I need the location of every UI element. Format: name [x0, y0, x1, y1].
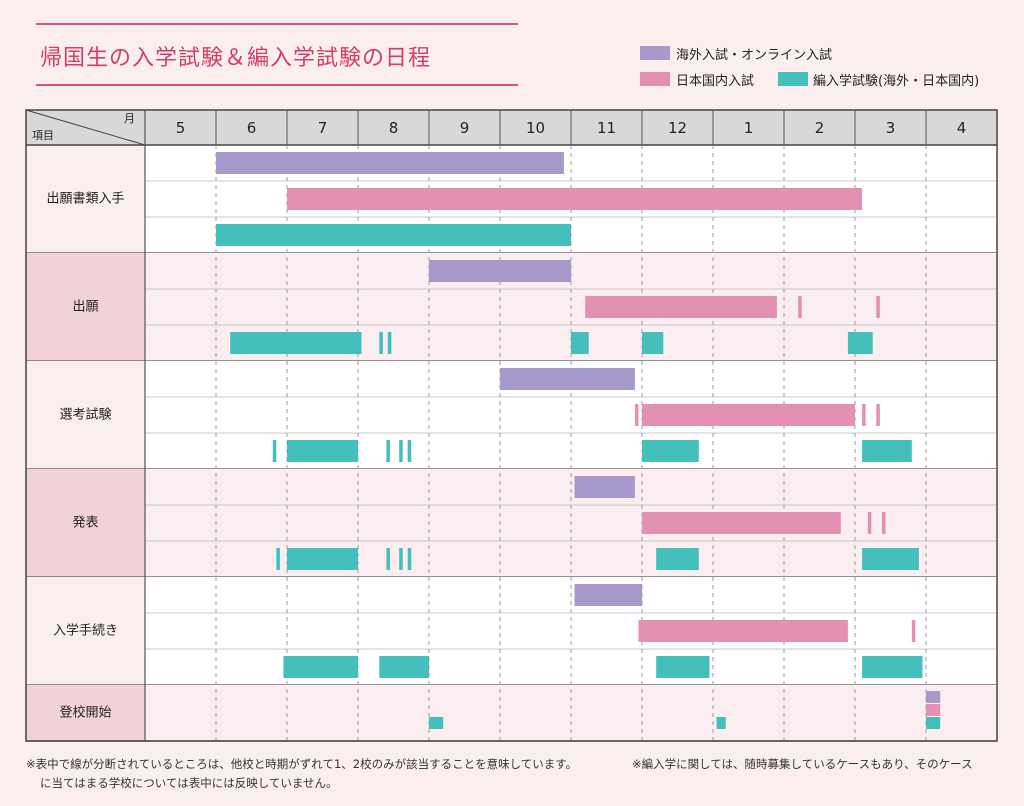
category-label: 出願書類入手: [46, 192, 124, 207]
schedule-bar: [230, 332, 362, 354]
legend-label-transfer: 編入学試験(海外・日本国内): [813, 74, 980, 89]
schedule-bar: [642, 404, 855, 426]
title-top-rule: [36, 23, 518, 25]
footnote-transfer-cont: に当てはまる学校については表中には反映していません。: [40, 776, 338, 790]
page-title: 帰国生の入学試験＆編入学試験の日程: [40, 46, 432, 71]
schedule-bar: [638, 620, 848, 642]
month-header-4: 4: [957, 119, 967, 137]
schedule-bar: [862, 440, 912, 462]
header-diagonal: [25, 109, 146, 146]
schedule-bar: [574, 476, 635, 498]
category-label-cell: [26, 361, 145, 469]
month-header-9: 9: [460, 119, 470, 137]
schedule-bar: [407, 440, 412, 462]
table-border: [25, 109, 998, 742]
footnote-transfer: ※編入学に関しては、随時募集しているケースもあり、そのケース: [632, 757, 973, 771]
schedule-bar: [862, 548, 919, 570]
month-header-2: 2: [815, 119, 825, 137]
schedule-bar: [862, 404, 866, 426]
legend-label-overseas: 海外入試・オンライン入試: [676, 48, 833, 63]
schedule-bar: [716, 717, 726, 729]
schedule-bar: [634, 404, 639, 426]
schedule-bar: [379, 656, 429, 678]
footnote-split-lines: ※表中で線が分断されているところは、他校と時期がずれて1、2校のみが該当すること…: [26, 757, 578, 771]
schedule-bar: [287, 440, 358, 462]
schedule-bar: [574, 584, 642, 606]
category-label: 発表: [72, 516, 98, 531]
category-label-cell: [26, 469, 145, 577]
schedule-bar: [216, 224, 571, 246]
schedule-bar: [798, 296, 802, 318]
schedule-bar: [399, 548, 403, 570]
legend-swatch-overseas: [640, 46, 670, 60]
category-label-cell: [26, 253, 145, 361]
schedule-bar: [276, 548, 280, 570]
month-header-12: 12: [668, 119, 687, 137]
category-label-cell: [26, 145, 145, 253]
schedule-bar: [500, 368, 635, 390]
schedule-bar: [656, 656, 710, 678]
category-label-cell: [26, 685, 145, 741]
category-label-cell: [26, 577, 145, 685]
category-label: 登校開始: [59, 705, 111, 721]
schedule-bar: [585, 296, 777, 318]
schedule-bar: [571, 332, 589, 354]
header-month-label: 月: [124, 112, 135, 125]
schedule-bar: [429, 717, 444, 729]
category-label: 選考試験: [59, 407, 111, 423]
month-header-7: 7: [318, 119, 328, 137]
schedule-bar: [862, 656, 923, 678]
month-header-10: 10: [526, 119, 545, 137]
header-row: [26, 110, 997, 145]
schedule-bar: [287, 188, 863, 210]
schedule-bar: [429, 260, 571, 282]
schedule-bar: [386, 548, 390, 570]
legend-swatch-domestic: [640, 72, 670, 86]
schedule-bar: [642, 440, 699, 462]
schedule-bar: [867, 512, 872, 534]
schedule-bar: [399, 440, 403, 462]
title-bottom-rule: [36, 84, 518, 86]
schedule-bar: [642, 512, 841, 534]
category-label: 入学手続き: [53, 623, 118, 639]
schedule-bar: [287, 548, 358, 570]
legend-label-domestic: 日本国内入試: [676, 74, 755, 89]
schedule-bar: [272, 440, 277, 462]
month-header-6: 6: [247, 119, 257, 137]
legend-swatch-transfer: [778, 72, 808, 86]
month-header-5: 5: [176, 119, 186, 137]
schedule-bar: [387, 332, 392, 354]
category-label: 出願: [72, 300, 98, 315]
schedule-bar: [656, 548, 699, 570]
schedule-bar: [876, 404, 880, 426]
schedule-bar: [216, 152, 564, 174]
schedule-bar: [881, 512, 886, 534]
header-item-label: 項目: [32, 129, 54, 142]
schedule-bar: [876, 296, 880, 318]
month-header-3: 3: [886, 119, 896, 137]
schedule-bar: [926, 704, 941, 716]
schedule-bar: [407, 548, 412, 570]
month-header-8: 8: [389, 119, 399, 137]
schedule-bar: [911, 620, 916, 642]
schedule-bar: [642, 332, 664, 354]
schedule-bar: [283, 656, 358, 678]
schedule-bar: [847, 332, 873, 354]
schedule-bar: [386, 440, 390, 462]
schedule-bar: [926, 691, 941, 703]
month-header-11: 11: [597, 119, 616, 137]
month-header-1: 1: [744, 119, 754, 137]
schedule-bar: [926, 717, 941, 729]
schedule-bar: [379, 332, 383, 354]
